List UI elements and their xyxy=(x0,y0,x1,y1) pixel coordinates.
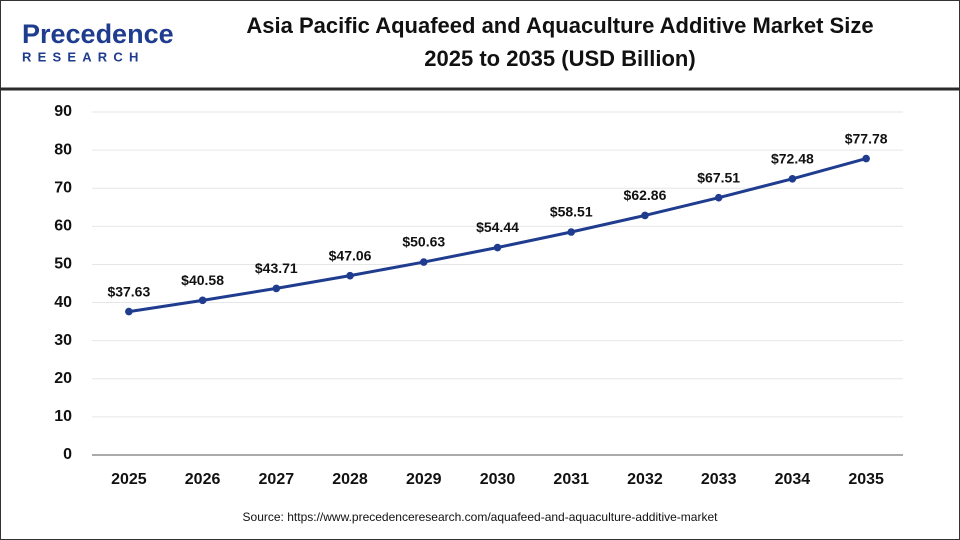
x-tick-label: 2034 xyxy=(775,471,811,488)
data-point xyxy=(198,296,207,305)
y-tick-label: 30 xyxy=(54,332,72,349)
data-point xyxy=(788,174,797,183)
data-label: $37.63 xyxy=(107,283,150,299)
data-point xyxy=(567,228,576,236)
chart-title: 2025 to 2035 (USD Billion) xyxy=(424,46,695,71)
y-tick-label: 70 xyxy=(54,179,72,196)
logo-name: Precedence xyxy=(22,19,174,49)
data-label: $67.51 xyxy=(697,169,740,185)
data-point xyxy=(714,193,723,202)
data-label: $50.63 xyxy=(402,234,445,250)
data-label: $62.86 xyxy=(624,187,667,203)
y-tick-label: 40 xyxy=(54,294,72,311)
data-label: $43.71 xyxy=(255,260,298,276)
y-tick-label: 50 xyxy=(54,256,72,273)
data-label: $77.78 xyxy=(845,130,888,146)
data-point xyxy=(862,154,870,163)
x-tick-label: 2033 xyxy=(701,471,737,488)
x-tick-label: 2026 xyxy=(185,471,221,488)
y-tick-label: 90 xyxy=(54,103,72,120)
source-note: Source: https://www.precedenceresearch.c… xyxy=(243,510,719,524)
data-label: $40.58 xyxy=(181,272,224,288)
data-label: $47.06 xyxy=(329,247,372,263)
y-tick-label: 60 xyxy=(54,218,72,235)
y-tick-label: 80 xyxy=(54,141,72,158)
x-tick-label: 2030 xyxy=(480,471,516,488)
y-tick-label: 10 xyxy=(54,408,72,425)
x-tick-label: 2028 xyxy=(332,471,368,488)
x-tick-label: 2027 xyxy=(259,471,295,488)
data-point xyxy=(419,258,428,266)
data-point xyxy=(272,284,281,293)
y-tick-label: 0 xyxy=(63,446,72,463)
data-point xyxy=(641,211,649,220)
data-label: $54.44 xyxy=(476,219,519,235)
x-tick-label: 2025 xyxy=(111,471,147,488)
x-tick-label: 2032 xyxy=(627,471,663,488)
x-tick-label: 2035 xyxy=(848,471,884,488)
data-point xyxy=(125,307,133,316)
chart-title: Asia Pacific Aquafeed and Aquaculture Ad… xyxy=(246,13,873,38)
data-point xyxy=(346,271,354,280)
data-label: $58.51 xyxy=(550,204,593,220)
data-label: $72.48 xyxy=(771,150,814,166)
logo-tagline: RESEARCH xyxy=(22,49,145,64)
data-point xyxy=(493,243,502,252)
x-tick-label: 2031 xyxy=(553,471,589,488)
x-tick-label: 2029 xyxy=(406,471,442,488)
y-tick-label: 20 xyxy=(54,370,72,387)
